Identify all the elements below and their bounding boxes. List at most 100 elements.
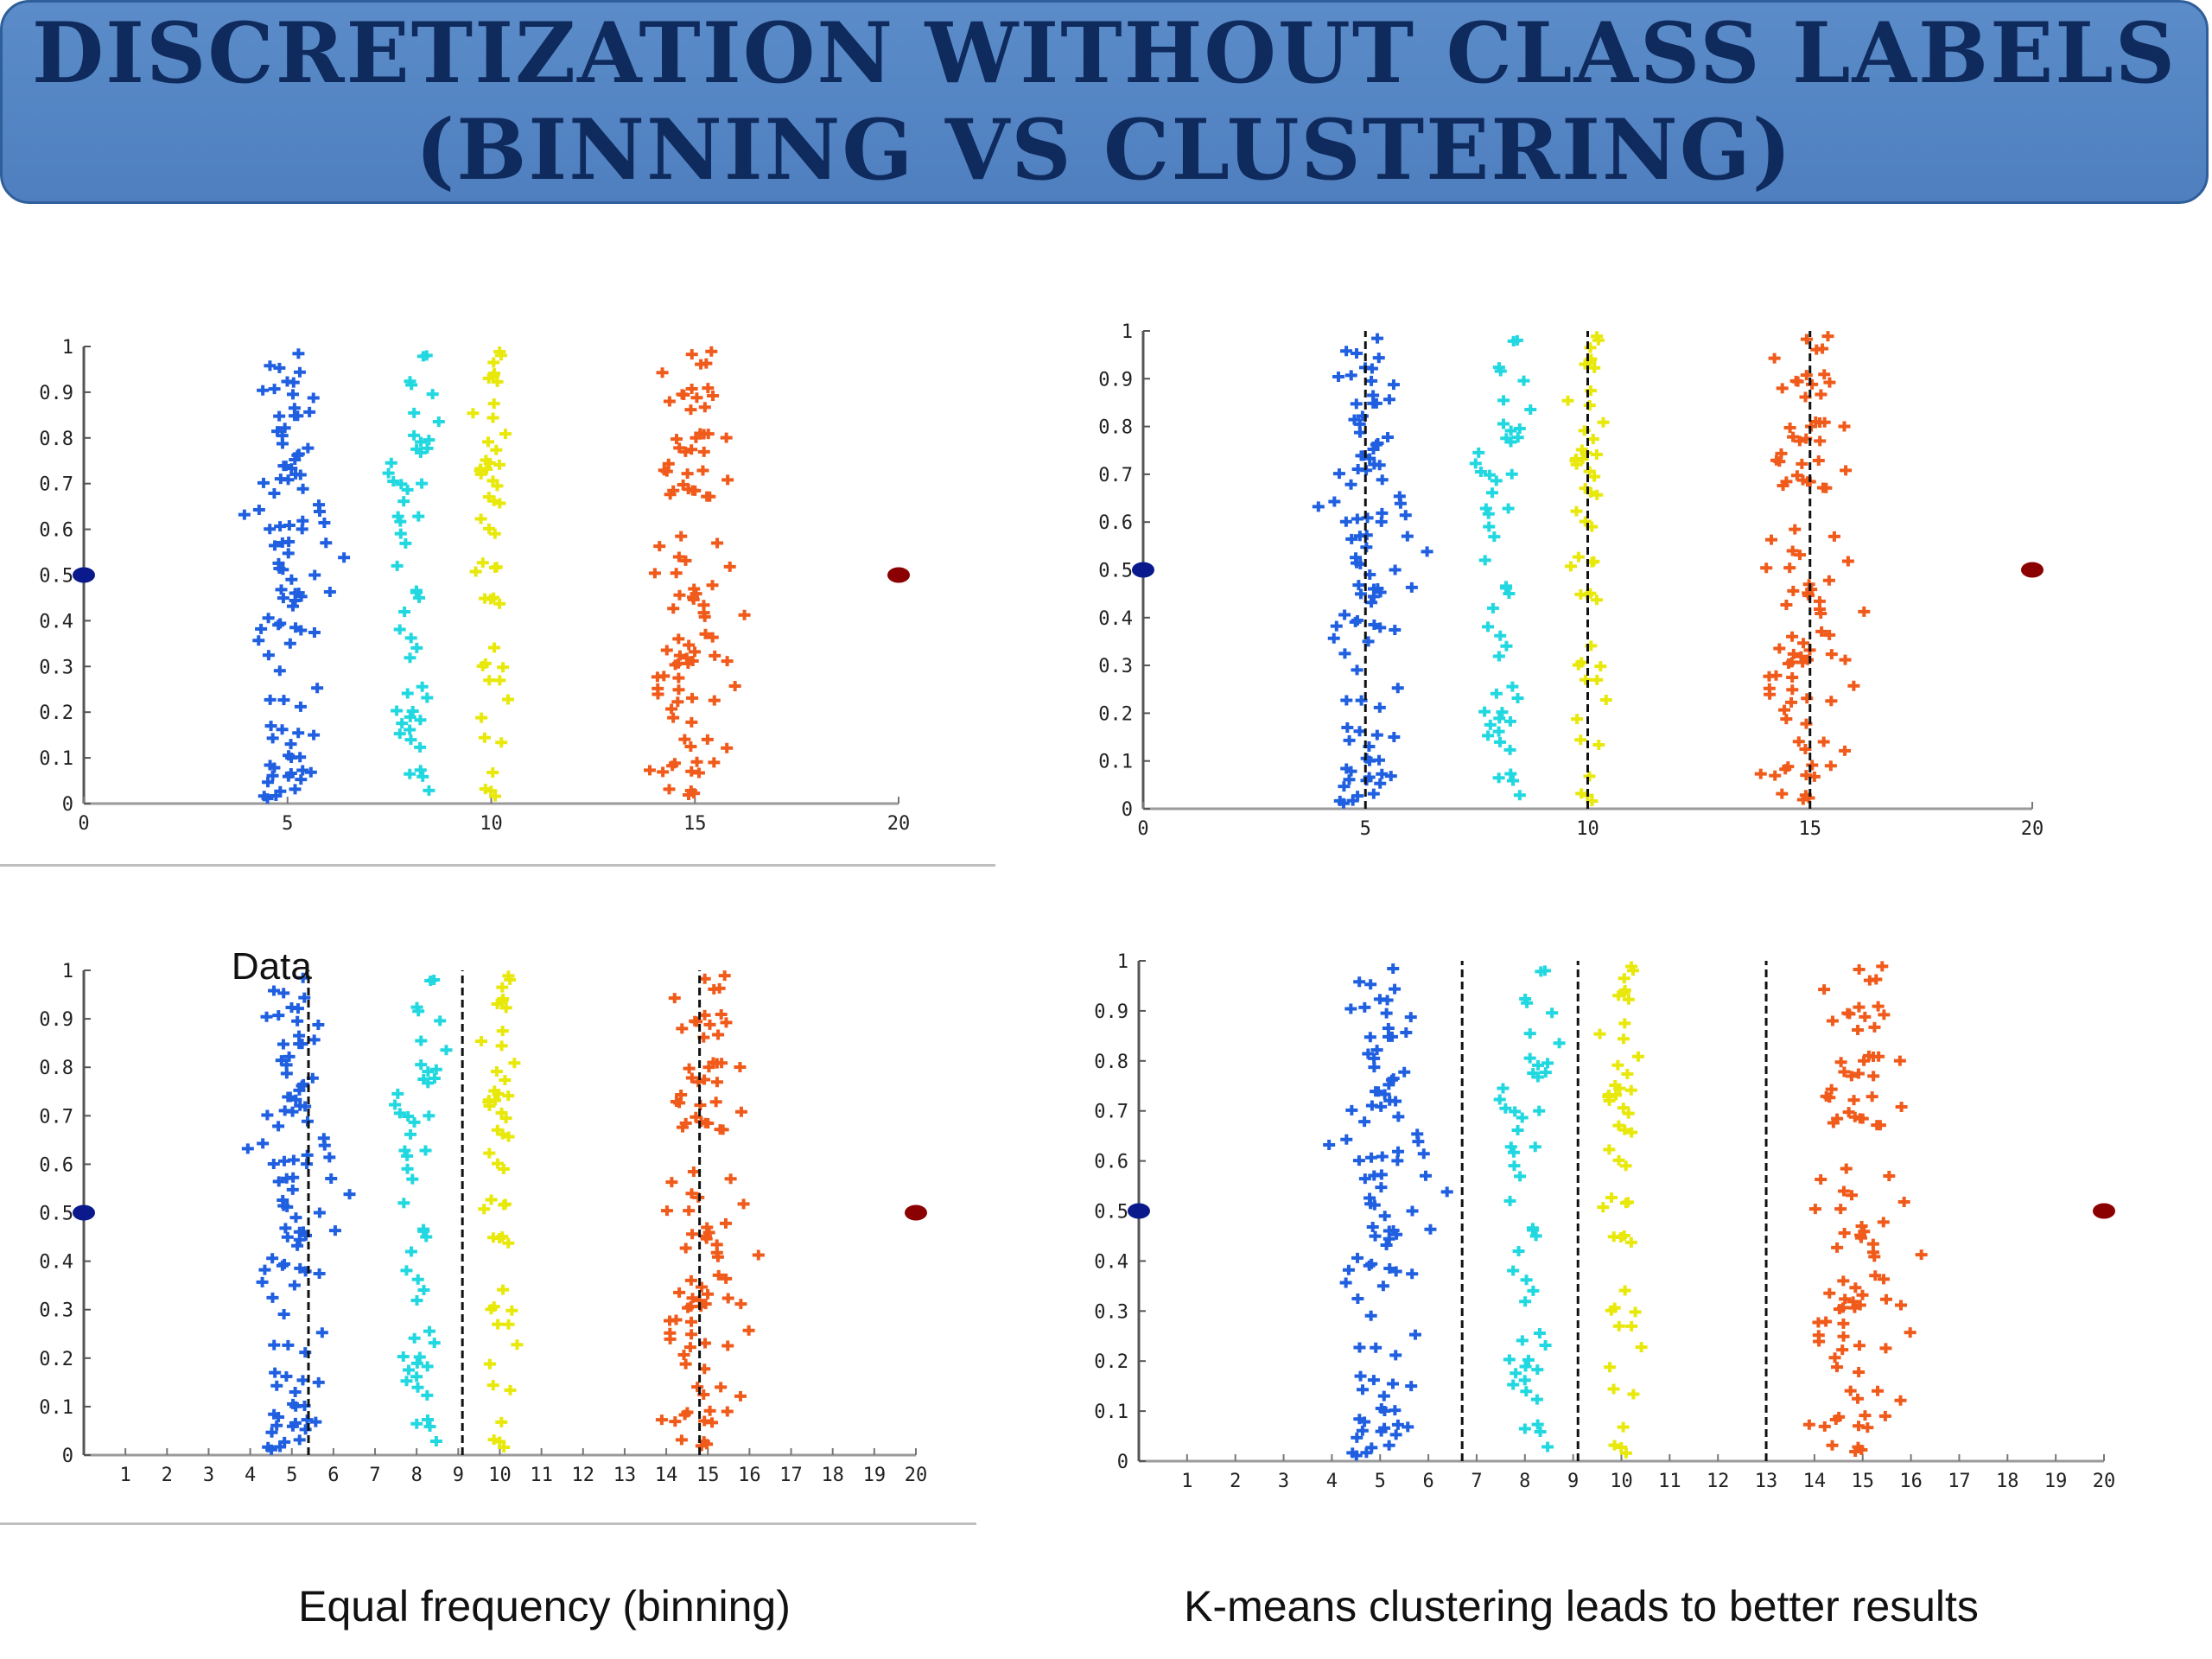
data-point (734, 1390, 747, 1402)
data-point (496, 982, 509, 993)
data-point (1370, 729, 1383, 741)
data-point (1816, 482, 1829, 493)
data-point (1351, 464, 1364, 475)
data-point (280, 1068, 293, 1079)
data-point (397, 1351, 410, 1362)
data-point (413, 1351, 426, 1363)
data-point (393, 728, 406, 740)
data-point (1351, 347, 1363, 359)
data-point (1424, 1224, 1437, 1235)
data-point (491, 1124, 504, 1135)
data-point (668, 993, 681, 1004)
data-point (1769, 770, 1782, 781)
data-point (1492, 362, 1505, 373)
y-tick-label: 0.5 (39, 566, 73, 588)
data-point (495, 1107, 508, 1118)
data-point (504, 974, 517, 985)
data-point (714, 1124, 727, 1135)
data-point (271, 426, 284, 437)
data-point (1368, 619, 1381, 630)
data-point (1374, 778, 1387, 789)
data-point (1796, 794, 1809, 805)
data-point (325, 1173, 338, 1185)
data-point (298, 992, 311, 1003)
data-point (391, 1088, 404, 1099)
data-point (398, 1145, 411, 1156)
data-point (1388, 732, 1401, 743)
data-point (1375, 1182, 1388, 1193)
data-point (482, 372, 495, 384)
data-point (1627, 965, 1640, 976)
left-marker (73, 1205, 95, 1221)
data-point (672, 633, 685, 645)
data-point (1370, 1342, 1382, 1353)
data-point (1785, 657, 1798, 668)
data-point (276, 438, 289, 449)
data-point (1376, 768, 1389, 779)
data-point (393, 1108, 406, 1119)
data-point (276, 430, 289, 442)
x-tick-label: 1 (120, 1465, 131, 1486)
x-tick-label: 9 (1567, 1471, 1579, 1492)
data-point (698, 1338, 711, 1349)
data-point (1814, 435, 1827, 447)
data-point (1482, 508, 1495, 519)
cluster-0 (241, 972, 356, 1455)
data-point (1392, 1111, 1405, 1122)
data-point (1792, 736, 1805, 747)
data-point (343, 1189, 356, 1200)
data-point (1421, 546, 1433, 557)
data-point (702, 1288, 715, 1300)
data-point (685, 766, 698, 777)
data-point (1523, 1028, 1536, 1039)
data-point (1841, 556, 1854, 567)
data-point (315, 1327, 328, 1338)
data-point (683, 1205, 696, 1217)
data-point (272, 1010, 285, 1021)
x-tick-label: 3 (1278, 1471, 1289, 1492)
data-point (474, 1035, 487, 1046)
data-point (1856, 1289, 1869, 1300)
cluster-1 (1469, 334, 1537, 801)
data-point (1866, 1247, 1879, 1258)
data-point (1866, 1238, 1879, 1249)
data-point (277, 1308, 290, 1319)
data-point (702, 1117, 715, 1128)
cluster-1 (389, 975, 453, 1447)
data-point (406, 705, 419, 716)
data-point (1572, 551, 1585, 563)
data-point (262, 650, 275, 661)
data-point (709, 650, 721, 661)
data-point (1351, 664, 1363, 676)
data-point (1597, 416, 1610, 428)
data-point (1479, 503, 1492, 514)
data-point (1825, 649, 1838, 660)
data-point (423, 1325, 435, 1337)
x-tick-label: 11 (530, 1465, 553, 1486)
data-point (1837, 1318, 1850, 1329)
data-point (1789, 375, 1802, 386)
data-point (1632, 1051, 1645, 1062)
data-point (685, 1329, 698, 1340)
data-point (1776, 383, 1789, 394)
data-point (272, 1121, 285, 1132)
data-point (1612, 1320, 1625, 1332)
y-tick-label: 0.2 (39, 702, 73, 724)
data-point (1406, 1268, 1419, 1280)
data-point (252, 504, 265, 515)
data-point (1824, 760, 1837, 772)
data-point (1591, 489, 1604, 500)
data-point (715, 1382, 728, 1393)
data-point (1340, 1134, 1353, 1145)
data-point (1517, 375, 1530, 386)
data-point (690, 756, 703, 767)
x-tick-label: 13 (613, 1465, 637, 1486)
data-point (295, 774, 308, 785)
y-tick-label: 0 (62, 1446, 73, 1467)
data-point (280, 1173, 293, 1184)
data-point (698, 1363, 711, 1375)
data-point (292, 348, 305, 359)
data-point (696, 465, 709, 476)
data-point (286, 601, 299, 612)
data-point (705, 346, 718, 357)
